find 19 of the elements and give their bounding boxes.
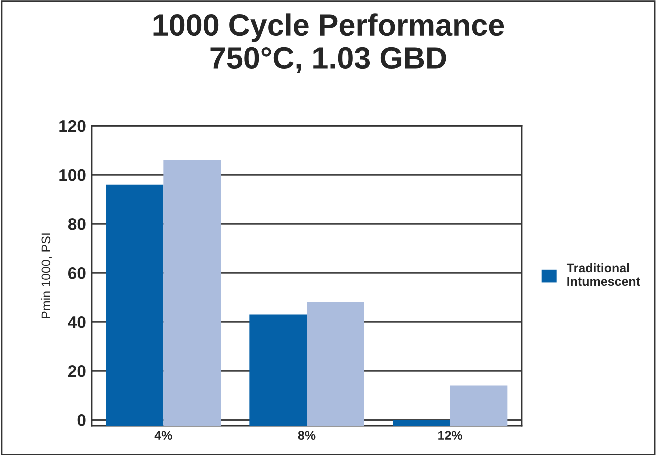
chart-title: 1000 Cycle Performance 750°C, 1.03 GBD <box>154 14 504 74</box>
x-tick-label: 12% <box>438 431 463 440</box>
x-tick-label: 8% <box>298 431 316 440</box>
y-axis-title: Pmin 1000, PSI <box>41 234 52 318</box>
x-tick-label: 4% <box>154 431 172 440</box>
bar <box>450 386 508 426</box>
bar <box>393 420 450 426</box>
y-tick-label: 80 <box>68 218 86 230</box>
y-tick-label: 60 <box>68 267 86 280</box>
bar <box>250 314 307 426</box>
bar <box>106 184 164 426</box>
legend-label: Traditional Intumescent <box>566 263 640 286</box>
y-tick-label: 0 <box>78 414 86 426</box>
bar <box>164 160 221 426</box>
bar <box>307 302 364 426</box>
y-tick-label: 40 <box>68 316 86 328</box>
y-tick-label: 20 <box>68 366 86 378</box>
y-tick-label: 100 <box>60 169 86 182</box>
y-tick-label: 120 <box>60 120 86 132</box>
